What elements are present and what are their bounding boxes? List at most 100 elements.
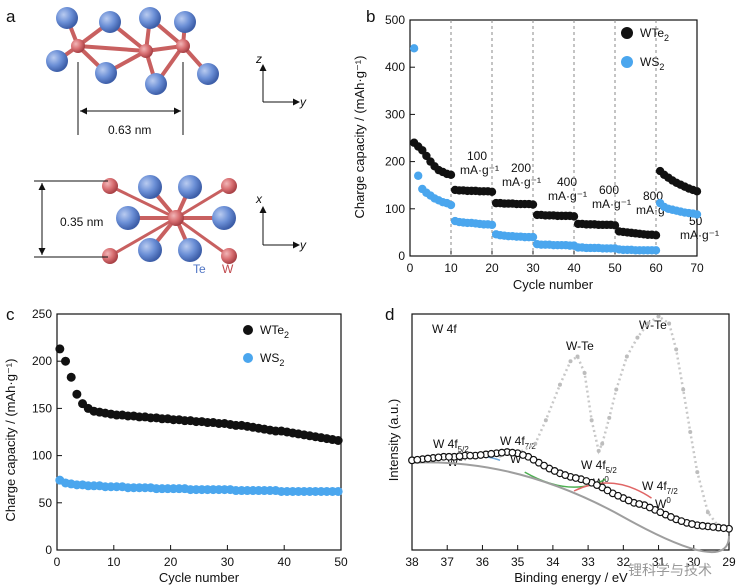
d-exp-point-mid-15: [571, 474, 580, 482]
d-xtick-label-38: 38: [405, 555, 419, 569]
d-envelope-point-4: [533, 441, 538, 446]
w-atom-bottom-center: [168, 210, 184, 226]
d-envelope-point-19: [667, 321, 672, 326]
ylabel-c: Charge capacity / (mAh·g⁻¹): [3, 359, 18, 522]
axis-glyph-y-top: y: [299, 95, 307, 109]
dim-arrowhead-right: [174, 107, 181, 115]
bond-bottom-w-0: [109, 184, 177, 220]
axis-glyph-x: x: [255, 192, 263, 206]
w-atom-bottom-3: [221, 248, 237, 264]
d-envelope-point-6: [557, 382, 562, 387]
ylabel-b: Charge capacity / (mAh·g⁻¹): [352, 56, 367, 219]
point-b-ws2-1: [414, 171, 423, 180]
point-b-wte2-59: [651, 231, 661, 240]
d-exp-point-mid-21: [635, 500, 644, 508]
w-atom-bottom-2: [102, 248, 118, 264]
d-envelope-point-16: [635, 335, 640, 340]
annot-wte-2: W-Te: [639, 318, 667, 332]
b-xtick-label-50: 50: [608, 261, 622, 275]
b-plot-frame: [409, 19, 698, 257]
panel-a: a 0.63 nm 0.35 nm z y x: [6, 7, 307, 276]
point-c-wte2-1: [61, 356, 71, 366]
c-xtick-label-50: 50: [334, 555, 348, 569]
d-exp-point-mid-10: [519, 451, 527, 459]
d-xtick-label-35: 35: [511, 555, 525, 569]
point-b-wte2-29: [528, 200, 538, 209]
b-xtick-label-20: 20: [485, 261, 499, 275]
dim-label-bottom: 0.35 nm: [60, 215, 103, 229]
annot-w72-0: W 4f7/2: [642, 479, 678, 496]
point-b-wte2-69: [692, 187, 702, 196]
point-b-ws2-0: [409, 44, 419, 53]
point-b-wte2-49: [610, 221, 620, 230]
d-envelope-point-7: [568, 359, 573, 364]
panel-d: d Intensity (a.u.) Binding energy / eV W…: [385, 305, 736, 585]
d-exp-point-mid-19: [614, 491, 622, 500]
d-xtick-label-29: 29: [722, 555, 736, 569]
d-envelope-point-17: [645, 321, 650, 326]
xlabel-b: Cycle number: [513, 277, 594, 292]
axis-glyph-z: z: [255, 52, 262, 66]
w-atom-bottom-1: [221, 178, 237, 194]
c-xtick-label-20: 20: [164, 555, 178, 569]
te-atom-bottom-1: [178, 175, 202, 199]
d-exp-point-mid-28: [709, 523, 718, 531]
te-atom-top-6: [197, 63, 219, 85]
panel-c: c Charge capacity / (mAh·g⁻¹) Cycle numb…: [3, 305, 348, 585]
te-atom-top-7: [46, 50, 68, 72]
point-b-ws2-59: [651, 246, 661, 255]
d-envelope-point-5: [543, 418, 548, 423]
point-b-wte2-19: [487, 187, 497, 197]
d-exp-point-mid-17: [593, 481, 601, 490]
point-b-ws2-9: [446, 200, 456, 210]
axes-glyph-top: z y: [255, 52, 307, 109]
te-atom-top-1: [99, 11, 121, 33]
d-envelope-point-8: [575, 354, 580, 359]
rate-label-200: 200: [511, 161, 531, 175]
watermark: 锂科学与技术: [628, 562, 712, 578]
xlabel-c: Cycle number: [159, 570, 240, 585]
rate-label-400: 400: [557, 175, 577, 189]
d-xtick-label-32: 32: [617, 555, 631, 569]
annot-wte-1: W-Te: [566, 339, 594, 353]
b-xtick-label-40: 40: [567, 261, 581, 275]
dim-arrowhead-left: [80, 107, 87, 115]
d-exp-point-mid-26: [688, 520, 696, 528]
legend-c-marker-ws2: [243, 353, 253, 363]
c-ytick-label-250: 250: [32, 307, 52, 321]
dim-arrowhead-up: [38, 183, 46, 190]
point-c-wte2-49: [333, 435, 343, 445]
legend-c-label-wte2: WTe2: [260, 323, 289, 340]
legend-c: WTe2 WS2: [243, 323, 289, 368]
d-exp-point-mid-23: [656, 508, 665, 517]
d-exp-point-mid-1: [423, 454, 432, 463]
d-exp-point-mid-0: [413, 455, 422, 464]
c-ytick-label-200: 200: [32, 354, 52, 368]
w-atom-top-2: [176, 39, 190, 53]
d-xtick-label-30: 30: [687, 555, 701, 569]
d-envelope-point-15: [624, 354, 629, 359]
c-ytick-label-150: 150: [32, 401, 52, 415]
point-b-ws2-29: [528, 232, 538, 242]
bond-bottom-w-1: [175, 184, 230, 220]
legend-b-label-ws2: WS2: [640, 55, 664, 72]
d-exp-point-mid-11: [529, 455, 538, 464]
legend-c-marker-wte2: [243, 325, 253, 335]
te-atom-bottom-0: [138, 175, 162, 199]
d-envelope-point-9: [582, 371, 587, 375]
b-xtick-label-60: 60: [649, 261, 663, 275]
crystal-bottom: [102, 175, 237, 264]
d-xtick-label-33: 33: [581, 555, 595, 569]
c-xtick-label-0: 0: [54, 555, 61, 569]
c-ytick-label-100: 100: [32, 449, 52, 463]
bond-top-ww-1: [77, 44, 147, 53]
w-atom-bottom-0: [102, 178, 118, 194]
ylabel-d: Intensity (a.u.): [386, 399, 401, 481]
d-exp-point-mid-3: [445, 452, 453, 461]
panel-letter-b: b: [366, 7, 375, 26]
d-xtick-label-36: 36: [476, 555, 490, 569]
b-ytick-label-400: 400: [385, 60, 405, 74]
rate-label-600: 600: [599, 183, 619, 197]
d-envelope-point-24: [705, 510, 710, 515]
d-fit-grey: [411, 461, 730, 554]
